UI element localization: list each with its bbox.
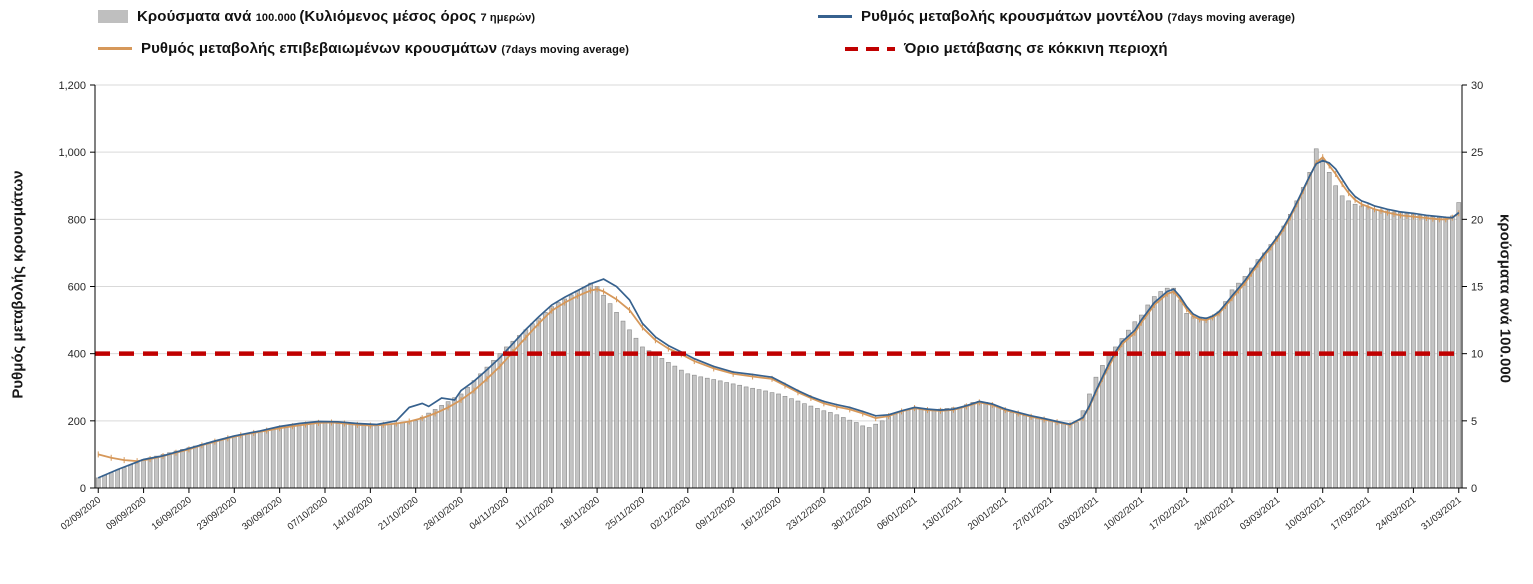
legend-label-model-line: Ρυθμός μεταβολής κρουσμάτων μοντέλου (7d…: [861, 8, 1295, 25]
svg-text:20/01/2021: 20/01/2021: [966, 495, 1010, 533]
x-axis-labels: 02/09/2020 09/09/2020 16/09/2020 23/09/2020…: [59, 495, 1464, 533]
svg-text:21/10/2020: 21/10/2020: [376, 495, 420, 533]
svg-text:5: 5: [1471, 416, 1477, 428]
legend-item-model-line: Ρυθμός μεταβολής κρουσμάτων μοντέλου (7d…: [818, 8, 1295, 25]
svg-text:1,000: 1,000: [58, 147, 86, 159]
svg-text:17/03/2021: 17/03/2021: [1329, 495, 1373, 533]
svg-text:30/09/2020: 30/09/2020: [240, 495, 284, 533]
svg-text:02/09/2020: 02/09/2020: [59, 495, 103, 533]
svg-text:07/10/2020: 07/10/2020: [286, 495, 330, 533]
svg-text:20: 20: [1471, 214, 1483, 226]
svg-text:17/02/2021: 17/02/2021: [1147, 495, 1191, 533]
svg-text:16/12/2020: 16/12/2020: [739, 495, 783, 533]
right-axis-title: κρούσματα ανά 100.000: [1496, 213, 1514, 384]
svg-text:30/12/2020: 30/12/2020: [830, 495, 874, 533]
y-axis-left-labels: 0 200 400 600 800 1,000 1,200: [58, 80, 86, 495]
svg-text:13/01/2021: 13/01/2021: [921, 495, 965, 533]
legend-label-confirmed-line: Ρυθμός μεταβολής επιβεβαιωμένων κρουσμάτ…: [141, 40, 629, 57]
svg-text:14/10/2020: 14/10/2020: [331, 495, 375, 533]
svg-text:09/09/2020: 09/09/2020: [104, 495, 148, 533]
svg-text:24/02/2021: 24/02/2021: [1193, 495, 1237, 533]
svg-text:31/03/2021: 31/03/2021: [1419, 495, 1463, 533]
svg-text:10/02/2021: 10/02/2021: [1102, 495, 1146, 533]
svg-text:25: 25: [1471, 147, 1483, 159]
svg-text:400: 400: [68, 349, 86, 361]
svg-text:600: 600: [68, 282, 86, 294]
legend-item-confirmed-line: Ρυθμός μεταβολής επιβεβαιωμένων κρουσμάτ…: [98, 40, 629, 57]
bars-swatch-icon: [98, 10, 128, 23]
svg-text:1,200: 1,200: [58, 80, 86, 92]
legend-label-bars: Κρούσματα ανά 100.000 (Κυλιόμενος μέσος …: [137, 8, 536, 25]
svg-text:800: 800: [68, 214, 86, 226]
svg-text:02/12/2020: 02/12/2020: [648, 495, 692, 533]
svg-text:27/01/2021: 27/01/2021: [1011, 495, 1055, 533]
legend-label-threshold: Όριο μετάβασης σε κόκκινη περιοχή: [904, 40, 1168, 57]
confirmed-line-swatch-icon: [98, 47, 132, 50]
svg-text:0: 0: [80, 483, 86, 495]
svg-text:23/09/2020: 23/09/2020: [195, 495, 239, 533]
svg-text:03/02/2021: 03/02/2021: [1057, 495, 1101, 533]
left-axis-title: Ρυθμός μεταβολής κρουσμάτων: [9, 170, 27, 399]
svg-text:16/09/2020: 16/09/2020: [150, 495, 194, 533]
svg-text:18/11/2020: 18/11/2020: [558, 495, 602, 533]
svg-text:15: 15: [1471, 282, 1483, 294]
svg-text:09/12/2020: 09/12/2020: [694, 495, 738, 533]
svg-text:11/11/2020: 11/11/2020: [513, 495, 556, 532]
svg-text:24/03/2021: 24/03/2021: [1374, 495, 1418, 533]
bars-series: [95, 148, 1462, 489]
svg-text:200: 200: [68, 416, 86, 428]
svg-text:25/11/2020: 25/11/2020: [604, 495, 648, 533]
legend-item-threshold: Όριο μετάβασης σε κόκκινη περιοχή: [845, 40, 1168, 57]
svg-text:03/03/2021: 03/03/2021: [1238, 495, 1282, 533]
y-axis-right-labels: 0 5 10 15 20 25 30: [1471, 80, 1483, 495]
svg-text:0: 0: [1471, 483, 1477, 495]
threshold-swatch-icon: [845, 46, 895, 51]
svg-text:28/10/2020: 28/10/2020: [422, 495, 466, 533]
axes: [90, 84, 1467, 493]
legend-item-bars: Κρούσματα ανά 100.000 (Κυλιόμενος μέσος …: [98, 8, 535, 25]
svg-text:10/03/2021: 10/03/2021: [1283, 495, 1327, 533]
svg-text:06/01/2021: 06/01/2021: [875, 495, 919, 533]
svg-text:30: 30: [1471, 80, 1483, 92]
chart-legend: Κρούσματα ανά 100.000 (Κυλιόμενος μέσος …: [0, 0, 1533, 70]
svg-text:10: 10: [1471, 349, 1483, 361]
svg-text:04/11/2020: 04/11/2020: [468, 495, 512, 533]
model-line-swatch-icon: [818, 15, 852, 18]
model-line: [97, 159, 1460, 479]
svg-text:23/12/2020: 23/12/2020: [784, 495, 828, 533]
